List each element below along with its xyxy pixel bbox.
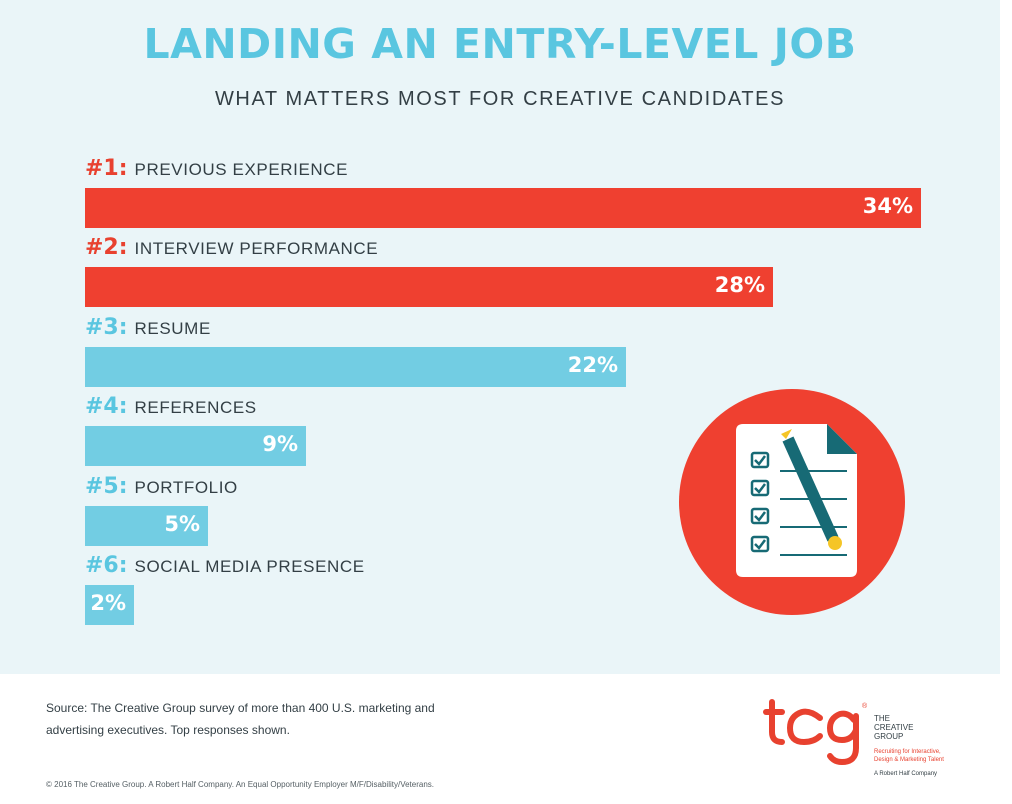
source-note: Source: The Creative Group survey of mor… bbox=[46, 701, 435, 737]
logo-name-line-2: CREATIVE bbox=[874, 723, 914, 732]
tcg-logo-mark: ® bbox=[763, 699, 868, 766]
rank-label: #1: bbox=[85, 156, 128, 181]
bar-6: 2% bbox=[85, 585, 134, 625]
category-label: PREVIOUS EXPERIENCE bbox=[134, 160, 349, 179]
logo-name: THE CREATIVE GROUP bbox=[874, 714, 964, 741]
rank-label: #3: bbox=[85, 314, 128, 340]
logo-tagline-line-2: Design & Marketing Talent bbox=[874, 757, 944, 763]
bar-value-label: 5% bbox=[164, 511, 200, 536]
rank-label: #2: bbox=[85, 235, 128, 261]
category-label: INTERVIEW PERFORMANCE bbox=[134, 239, 379, 259]
pencil-icon bbox=[781, 429, 842, 550]
bar-value-label: 34% bbox=[862, 194, 913, 218]
bar-label-6: #6: SOCIAL MEDIA PRESENCE bbox=[85, 553, 365, 583]
rank-label: #4: bbox=[85, 394, 128, 420]
bar-value-label: 28% bbox=[714, 273, 765, 298]
copyright-note: © 2016 The Creative Group. A Robert Half… bbox=[46, 780, 435, 789]
bar-4: 9% bbox=[85, 426, 306, 467]
bar-label-1: #1: PREVIOUS EXPERIENCE bbox=[85, 156, 348, 186]
rank-label: #6: bbox=[85, 553, 128, 578]
bar-label-3: #3: RESUME bbox=[85, 315, 211, 345]
category-label: REFERENCES bbox=[134, 398, 257, 418]
chart-title: LANDING AN ENTRY-LEVEL JOB bbox=[143, 20, 857, 68]
logo-parent-company: A Robert Half Company bbox=[874, 771, 938, 777]
bar-label-2: #2: INTERVIEW PERFORMANCE bbox=[85, 235, 378, 265]
bar-3: 22% bbox=[85, 346, 626, 387]
checklist-clipboard-pencil-icon bbox=[679, 389, 905, 615]
checkbox-list bbox=[750, 451, 770, 553]
category-label: RESUME bbox=[134, 318, 211, 338]
logo-tagline-line-1: Recruiting for Interactive, bbox=[874, 749, 941, 755]
bar-label-4: #4: REFERENCES bbox=[85, 394, 257, 424]
logo-name-line-3: GROUP bbox=[874, 732, 904, 741]
logo-tagline: Recruiting for Interactive, Design & Mar… bbox=[874, 748, 984, 764]
bar-value-label: 9% bbox=[262, 432, 298, 457]
chart-subtitle: WHAT MATTERS MOST FOR CREATIVE CANDIDATE… bbox=[214, 88, 786, 110]
bar-label-5: #5: PORTFOLIO bbox=[85, 474, 238, 504]
bar-chart: #1: PREVIOUS EXPERIENCE 34% #2: INTERVIEW PE… bbox=[85, 156, 921, 625]
logo-name-line-1: THE bbox=[874, 714, 890, 723]
bar-value-label: 22% bbox=[567, 352, 618, 377]
rank-label: #5: bbox=[85, 473, 128, 499]
bar-1: 34% bbox=[85, 188, 921, 228]
tcg-logo: ® THE CREATIVE GROUP Recruiting for Inte… bbox=[762, 698, 992, 788]
bar-5: 5% bbox=[85, 505, 208, 546]
checklist-illustration bbox=[679, 389, 905, 615]
bar-value-label: 2% bbox=[90, 591, 126, 615]
category-label: SOCIAL MEDIA PRESENCE bbox=[134, 557, 365, 576]
registered-mark: ® bbox=[862, 702, 868, 710]
paper-fold bbox=[827, 424, 857, 454]
bar-2: 28% bbox=[85, 267, 773, 308]
category-label: PORTFOLIO bbox=[134, 477, 238, 497]
